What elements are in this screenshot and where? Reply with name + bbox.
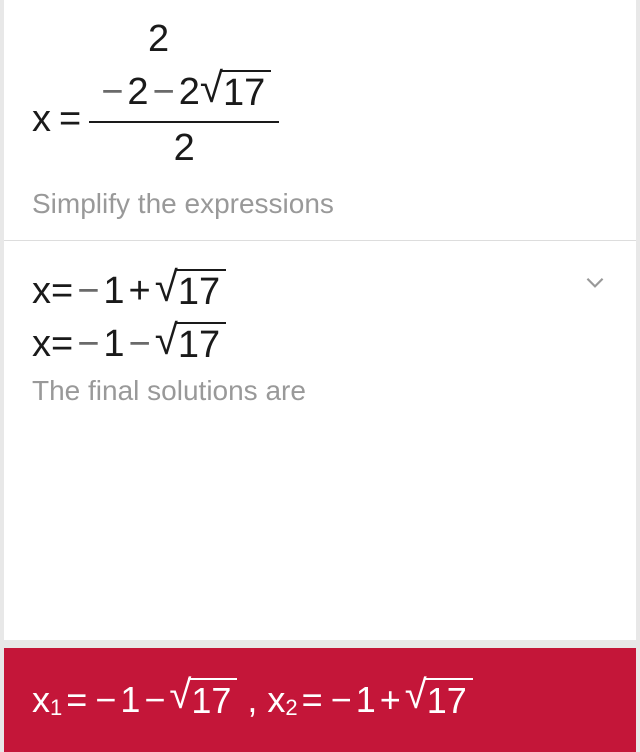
fraction: − 2 − 2 √ 17 2 xyxy=(89,68,279,170)
radicand: 17 xyxy=(175,322,226,367)
step-solutions: x = − 1 + √ 17 x = − 1 − √ 17 The final … xyxy=(4,241,636,427)
one-a: 1 xyxy=(120,679,140,721)
chevron-down-icon[interactable] xyxy=(582,269,608,300)
neg-sign: − xyxy=(77,323,99,366)
comma: , xyxy=(247,679,257,721)
solution-line-1: x = − 1 + √ 17 xyxy=(32,269,608,314)
equation-fraction: x = − 2 − 2 √ 17 2 xyxy=(32,68,608,170)
x1-var: x xyxy=(32,679,50,721)
term-2a: 2 xyxy=(127,71,148,114)
equals: = xyxy=(51,270,73,313)
step-caption: The final solutions are xyxy=(32,375,608,407)
radicand: 17 xyxy=(220,70,271,115)
denominator: 2 xyxy=(174,123,195,170)
neg-sign: − xyxy=(95,679,116,721)
equals: = xyxy=(59,98,81,141)
minus-op: − xyxy=(153,71,175,114)
neg-sign: − xyxy=(101,71,123,114)
sqrt: √ 17 xyxy=(200,70,271,115)
lhs-x: x xyxy=(32,323,51,366)
minus-op: − xyxy=(144,679,165,721)
radicand: 17 xyxy=(175,269,226,314)
sqrt: √ 17 xyxy=(169,678,237,722)
answer-equation: x 1 = − 1 − √ 17 , x 2 = − 1 + √ 17 xyxy=(32,678,608,722)
x2-var: x xyxy=(267,679,285,721)
subscript-2: 2 xyxy=(285,695,297,721)
neg-sign: − xyxy=(77,270,99,313)
lhs-x: x xyxy=(32,270,51,313)
term-2b: 2 xyxy=(179,71,200,114)
sqrt: √ 17 xyxy=(155,322,226,367)
plus-op: + xyxy=(380,679,401,721)
radicand: 17 xyxy=(424,678,473,722)
lhs-x: x xyxy=(32,98,51,141)
term-1: 1 xyxy=(103,323,124,366)
sqrt: √ 17 xyxy=(155,269,226,314)
step-simplify: 2 x = − 2 − 2 √ 17 2 Simplify the expres… xyxy=(4,0,636,241)
fraction-fragment-denom: 2 xyxy=(32,20,608,58)
sqrt: √ 17 xyxy=(405,678,473,722)
plus-op: + xyxy=(129,270,151,313)
minus-op: − xyxy=(129,323,151,366)
subscript-1: 1 xyxy=(50,695,62,721)
final-answer: x 1 = − 1 − √ 17 , x 2 = − 1 + √ 17 xyxy=(4,648,636,752)
step-caption: Simplify the expressions xyxy=(32,188,608,220)
radicand: 17 xyxy=(188,678,237,722)
equals: = xyxy=(66,679,87,721)
equals: = xyxy=(302,679,323,721)
numerator: − 2 − 2 √ 17 xyxy=(89,68,279,123)
term-1: 1 xyxy=(103,270,124,313)
one-b: 1 xyxy=(356,679,376,721)
solution-line-2: x = − 1 − √ 17 xyxy=(32,322,608,367)
equals: = xyxy=(51,323,73,366)
neg-sign: − xyxy=(331,679,352,721)
